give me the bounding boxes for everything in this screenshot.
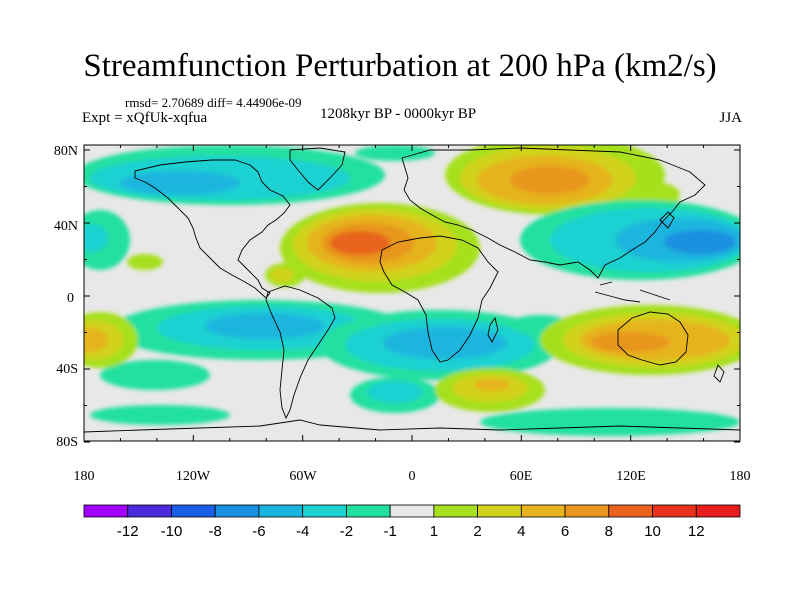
y-tick-label: 80S: [56, 435, 78, 450]
x-tick-label: 60W: [289, 469, 317, 484]
plot-title: Streamfunction Perturbation at 200 hPa (…: [83, 48, 717, 84]
africa-outline: [379, 235, 499, 363]
colorbar-swatch: [433, 504, 479, 518]
new-zealand-outline: [713, 364, 725, 383]
west-pacific-low-left: [84, 210, 130, 270]
central-asia-high: [445, 145, 680, 215]
season-label: JJA: [719, 110, 742, 126]
colorbar-swatch: [695, 504, 741, 518]
indonesia-outline: [594, 281, 671, 303]
colorbar-swatch: [127, 504, 172, 518]
colorbar-label: -1: [383, 523, 396, 540]
australia-high: [540, 305, 740, 375]
colorbar-label: -2: [340, 523, 353, 540]
north-america-outline: [134, 159, 291, 299]
colorbar-label: -8: [209, 523, 222, 540]
east-pacific-high: [84, 312, 138, 368]
x-tick-label: 180: [730, 469, 751, 484]
colorbar-swatch: [214, 504, 260, 518]
colorbar-label: -4: [296, 523, 309, 540]
colorbar-swatch: [608, 504, 653, 518]
experiment-label: Expt = xQfUk-xqfua: [82, 110, 208, 126]
colorbar-label: 1: [430, 523, 438, 540]
saharan-high: [127, 203, 480, 293]
eurasia-outline: [401, 147, 706, 279]
y-axis: 80N 40N 0 40S 80S: [54, 144, 78, 450]
colorbar-swatch: [345, 504, 391, 518]
colorbar-swatch: [83, 504, 129, 518]
x-tick-label: 120E: [616, 469, 646, 484]
colorbar-label: 12: [688, 523, 705, 540]
colorbar-label: -12: [117, 523, 139, 540]
colorbar-swatch: [564, 504, 610, 518]
colorbar-label: -10: [161, 523, 183, 540]
x-tick-label: 120W: [176, 469, 211, 484]
y-tick-label: 80N: [54, 144, 78, 159]
colorbar-label: -6: [252, 523, 265, 540]
arctic-europe-low: [355, 145, 435, 161]
y-tick-label: 0: [67, 291, 74, 306]
x-tick-label: 60E: [510, 469, 533, 484]
x-axis: 180 120W 60W 0 60E 120E 180: [74, 469, 751, 484]
greenland-outline: [289, 147, 346, 191]
colorbar-label: 8: [605, 523, 613, 540]
y-tick-label: 40N: [54, 219, 78, 234]
colorbar: [83, 504, 741, 518]
colorbar-swatch: [389, 504, 435, 518]
north-america-low: [84, 145, 385, 205]
x-tick-label: 180: [74, 469, 95, 484]
contour-field: [84, 145, 740, 441]
tick-marks: [83, 145, 741, 443]
south-atlantic-low: [320, 310, 570, 413]
australia-outline: [617, 311, 689, 366]
colorbar-labels: -12 -10 -8 -6 -4 -2 -1 1 2 4 6 8 10 12: [117, 523, 705, 540]
colorbar-swatch: [171, 504, 216, 518]
south-west-low: [100, 360, 210, 390]
antarctica-outline: [84, 419, 740, 433]
y-tick-label: 40S: [56, 362, 78, 377]
antarctic-low: [90, 405, 740, 436]
japan-outline: [659, 211, 675, 229]
x-tick-label: 0: [409, 469, 416, 484]
colorbar-label: 2: [473, 523, 481, 540]
colorbar-swatch: [520, 504, 566, 518]
madagascar-outline: [487, 316, 499, 343]
period-label: 1208kyr BP - 0000kyr BP: [320, 106, 477, 122]
colorbar-label: 6: [561, 523, 569, 540]
rmsd-stats: rmsd= 2.70689 diff= 4.44906e-09: [125, 95, 302, 110]
colorbar-swatch: [258, 504, 304, 518]
colorbar-label: 4: [517, 523, 525, 540]
south-america-outline: [265, 285, 336, 420]
north-pacific-low: [520, 200, 740, 280]
southern-ocean-high: [435, 368, 545, 412]
coastlines: [84, 147, 740, 433]
colorbar-swatch: [652, 504, 697, 518]
colorbar-label: 10: [644, 523, 661, 540]
colorbar-swatch: [477, 504, 522, 518]
colorbar-swatch: [302, 504, 347, 518]
